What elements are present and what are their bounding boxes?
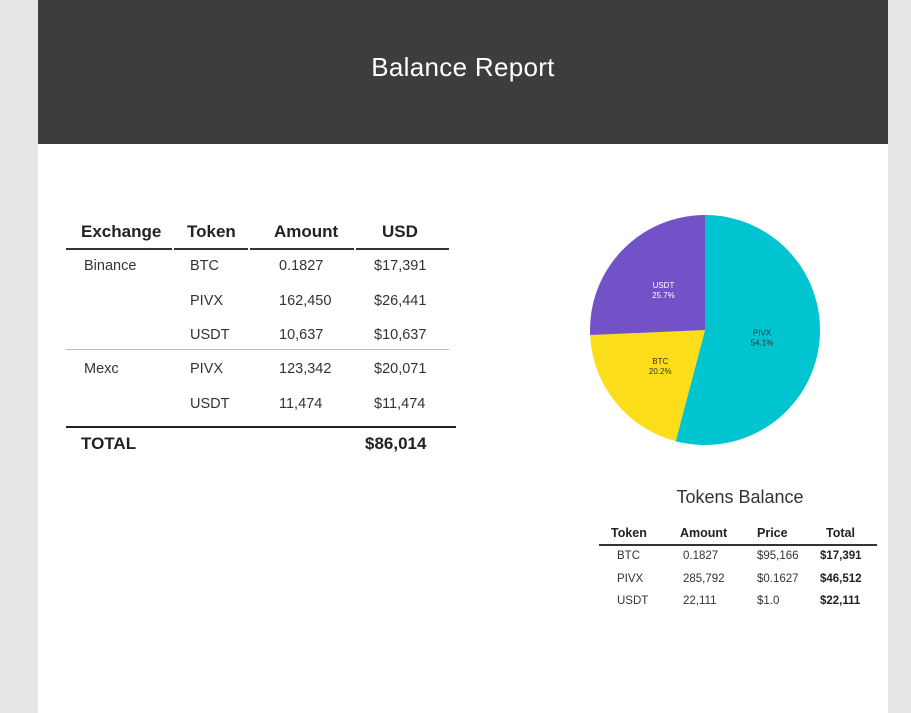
column-header-amount: Amount: [274, 222, 339, 241]
pie-slice-btc: [590, 330, 705, 442]
table-cell-usd: $26,441: [374, 293, 427, 309]
table-cell-amount: 11,474: [279, 396, 323, 412]
table-cell-usd: $17,391: [374, 258, 427, 274]
table-cell-exchange: Mexc: [84, 361, 119, 377]
report-header: Balance Report: [38, 0, 888, 144]
column-header-usd: USD: [382, 222, 418, 241]
table-cell-usd: $11,474: [374, 396, 426, 412]
table-cell-token: USDT: [617, 595, 649, 607]
report-page: Balance Report Exchange Token Amount USD…: [38, 0, 888, 713]
total-divider: [66, 426, 456, 428]
table-cell-token: PIVX: [190, 293, 224, 309]
table-cell-amount: 123,342: [279, 361, 332, 377]
pie-slice-pivx: [675, 215, 820, 445]
page-title: Balance Report: [371, 52, 555, 82]
table-cell-total: $46,512: [820, 573, 862, 585]
header-underline: [174, 248, 248, 250]
table-cell-token: USDT: [190, 396, 230, 412]
table-cell-price: $95,166: [757, 550, 799, 562]
total-value: $86,014: [365, 434, 427, 453]
table-cell-amount: 0.1827: [279, 258, 324, 274]
header-underline: [250, 248, 354, 250]
table-cell-token: BTC: [190, 258, 219, 274]
header-underline: [356, 248, 449, 250]
table-cell-amount: 285,792: [683, 573, 725, 585]
table-cell-amount: 10,637: [279, 327, 324, 343]
pie-slice-usdt: [590, 215, 705, 336]
table-cell-usd: $10,637: [374, 327, 427, 343]
table-cell-amount: 162,450: [279, 293, 332, 309]
pie-label-pivx: PIVX: [753, 328, 772, 337]
table-cell-total: $22,111: [820, 595, 861, 607]
pie-percent-pivx: 54.1%: [751, 338, 774, 347]
pie-label-usdt: USDT: [653, 281, 675, 290]
header-underline: [66, 248, 172, 250]
table-cell-token: BTC: [617, 550, 640, 562]
column-header-exchange: Exchange: [81, 222, 162, 241]
header-underline: [599, 544, 877, 546]
column-header-amount: Amount: [680, 526, 728, 540]
table-cell-token: PIVX: [190, 361, 224, 377]
pie-label-btc: BTC: [652, 357, 668, 366]
table-cell-amount: 0.1827: [683, 550, 719, 562]
table-cell-amount: 22,111: [683, 595, 717, 607]
tokens-balance-title: Tokens Balance: [676, 487, 804, 507]
table-cell-price: $0.1627: [757, 573, 799, 585]
table-cell-usd: $20,071: [374, 361, 427, 377]
table-cell-price: $1.0: [757, 595, 780, 607]
pie-percent-usdt: 25.7%: [652, 291, 675, 300]
pie-percent-btc: 20.2%: [649, 367, 672, 376]
table-cell-token: USDT: [190, 327, 230, 343]
column-header-token: Token: [611, 526, 647, 540]
column-header-token: Token: [187, 222, 236, 241]
group-divider: [66, 349, 449, 350]
total-label: TOTAL: [81, 434, 137, 453]
column-header-price: Price: [757, 526, 788, 540]
table-cell-exchange: Binance: [84, 258, 137, 274]
column-header-total: Total: [826, 526, 855, 540]
table-cell-total: $17,391: [820, 550, 862, 562]
table-cell-token: PIVX: [617, 573, 644, 585]
